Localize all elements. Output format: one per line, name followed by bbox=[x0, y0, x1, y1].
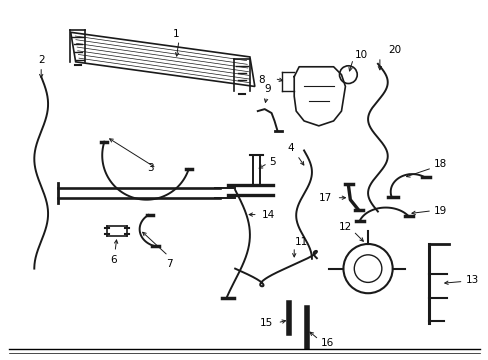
Text: 8: 8 bbox=[258, 75, 264, 85]
Text: 2: 2 bbox=[38, 55, 44, 65]
Text: 10: 10 bbox=[355, 50, 367, 60]
Text: 1: 1 bbox=[172, 29, 179, 39]
Text: 16: 16 bbox=[320, 338, 333, 348]
Text: 13: 13 bbox=[465, 275, 478, 285]
Text: 14: 14 bbox=[261, 210, 274, 220]
Text: 6: 6 bbox=[110, 255, 117, 265]
Text: 15: 15 bbox=[260, 318, 273, 328]
Text: 17: 17 bbox=[318, 193, 331, 203]
Text: 9: 9 bbox=[264, 84, 270, 94]
Text: 19: 19 bbox=[433, 206, 447, 216]
Text: 7: 7 bbox=[165, 259, 172, 269]
Text: 11: 11 bbox=[295, 237, 308, 247]
Text: 3: 3 bbox=[146, 163, 153, 173]
Text: 12: 12 bbox=[338, 222, 351, 232]
Text: 20: 20 bbox=[387, 45, 400, 55]
Text: 5: 5 bbox=[269, 157, 276, 167]
Text: 4: 4 bbox=[287, 144, 294, 153]
Text: 18: 18 bbox=[433, 159, 447, 169]
